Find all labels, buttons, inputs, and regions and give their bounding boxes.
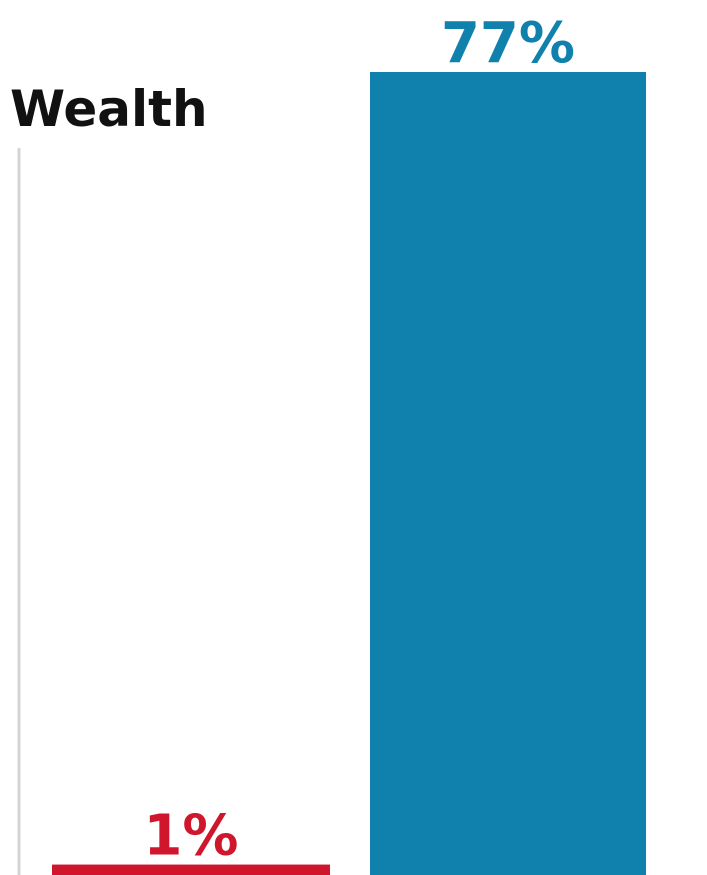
value-label-2: 77% (441, 11, 575, 76)
bars-layer (52, 72, 646, 875)
bar-1 (52, 864, 330, 875)
value-label-1: 1% (143, 804, 238, 869)
chart-title: Wealth (10, 80, 208, 138)
value-labels-layer: 1% 77% (143, 11, 575, 869)
bar-2 (370, 72, 646, 875)
